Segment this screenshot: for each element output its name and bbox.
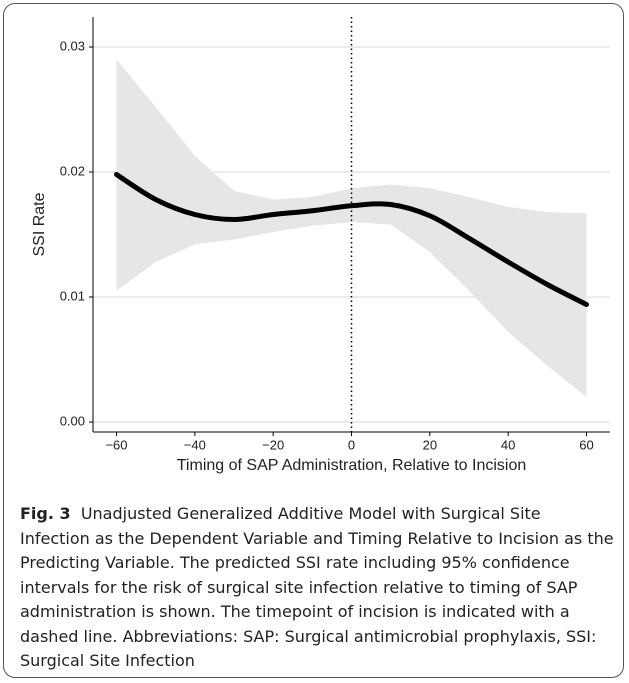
y-axis-label: SSI Rate [31,192,48,256]
x-tick-label: −40 [184,437,206,452]
x-tick-label: 40 [501,437,515,452]
fit-line [114,172,589,307]
x-tick-label: 0 [348,437,355,452]
x-axis-label: Timing of SAP Administration, Relative t… [177,457,527,474]
chart: 0.00 0.01 0.02 0.03 −60 −40 −20 0 20 40 60 Timing o… [31,17,610,474]
y-tick-label: 0.03 [60,38,85,53]
caption-text: Unadjusted Generalized Additive Model wi… [20,504,614,670]
caption-label: Fig. 3 [20,504,71,523]
x-tick-label: −20 [262,437,284,452]
x-tick-label: 60 [579,437,593,452]
confidence-band [116,59,587,397]
y-tick-label: 0.00 [60,413,85,428]
y-tick-label: 0.02 [60,163,85,178]
caption: Fig. 3 Unadjusted Generalized Additive M… [20,502,615,674]
x-tick-label: −60 [105,437,127,452]
x-tick-label: 20 [423,437,437,452]
y-tick-label: 0.01 [60,288,85,303]
figure-frame [3,3,624,678]
